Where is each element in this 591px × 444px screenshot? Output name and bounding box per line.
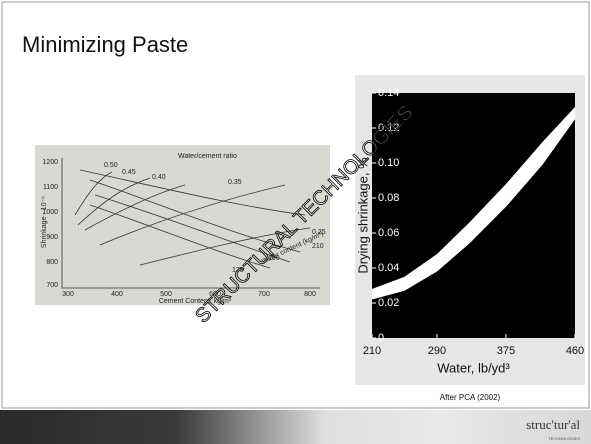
y-tick: 700 <box>46 282 58 289</box>
y-tick: 800 <box>46 259 58 266</box>
y-tick-label: 0 <box>378 332 384 344</box>
y-tick: 1200 <box>42 159 58 166</box>
slide: Minimizing Paste Water/cement ratio 0.50… <box>0 0 591 444</box>
x-tick-label: 375 <box>497 345 515 357</box>
y-tick-label: 0.04 <box>378 262 399 274</box>
x-tick: 500 <box>160 291 172 298</box>
water-value: 210 <box>312 243 324 250</box>
footer-logo: struc'tur'al <box>526 417 580 432</box>
ratio-label: 0.35 <box>228 179 242 186</box>
x-tick: 700 <box>258 291 270 298</box>
ratio-label: 0.40 <box>152 174 166 181</box>
legend-title: Water/cement ratio <box>178 153 237 160</box>
y-tick: 900 <box>46 234 58 241</box>
y-tick-label: 0.06 <box>378 227 399 239</box>
y-tick-label: 0.08 <box>378 192 399 204</box>
caption: After PCA (2002) <box>440 393 501 402</box>
ratio-label: 0.50 <box>104 162 118 169</box>
y-tick-label: 0.14 <box>378 87 399 99</box>
y-tick-label: 0.10 <box>378 157 399 169</box>
ratio-label: 0.45 <box>122 169 136 176</box>
x-tick-label: 290 <box>428 345 446 357</box>
y-tick: 1100 <box>43 184 58 191</box>
x-axis-label: Water, lb/yd³ <box>437 360 510 375</box>
x-tick: 300 <box>62 291 74 298</box>
footer-logo-sub: TECHNOLOGIES <box>548 436 580 441</box>
y-tick: 1000 <box>42 209 58 216</box>
y-tick-label: 0.02 <box>378 297 399 309</box>
x-tick: 400 <box>111 291 123 298</box>
slide-title: Minimizing Paste <box>22 32 188 57</box>
x-tick: 800 <box>304 291 316 298</box>
x-tick-label: 460 <box>566 345 584 357</box>
x-tick-label: 210 <box>363 345 381 357</box>
footer-bar <box>0 410 591 444</box>
